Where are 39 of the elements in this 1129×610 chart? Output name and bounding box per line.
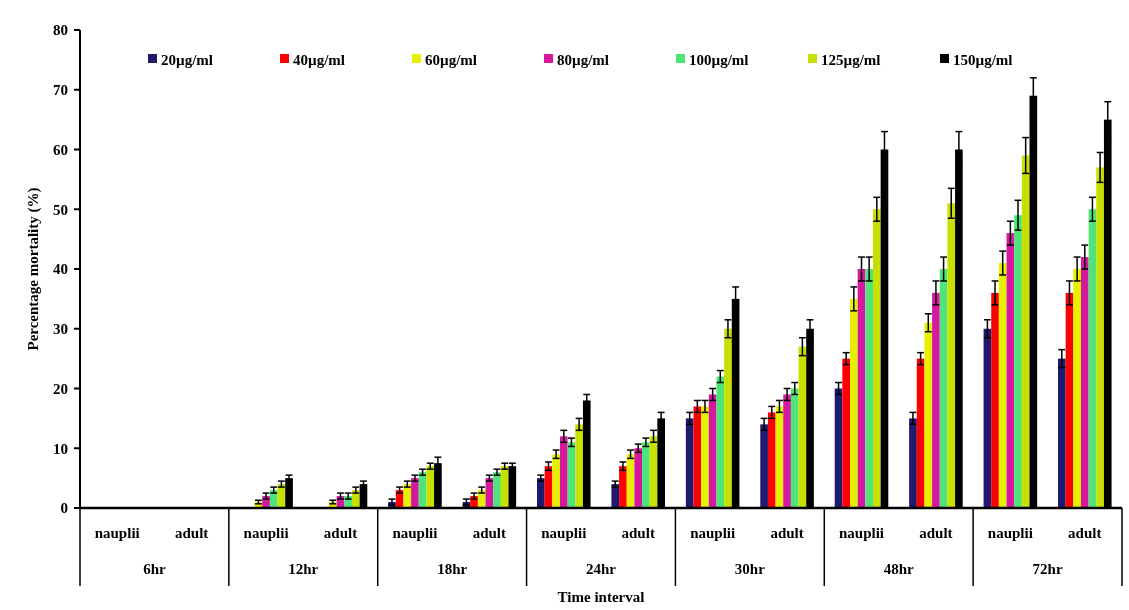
text: 30hr [734, 561, 766, 577]
x-tick-label: adult [174, 525, 209, 541]
text: 72hr [1032, 561, 1063, 577]
x-tick-label: adult [770, 525, 804, 541]
y-axis-title: Percentage mortality (%) [25, 187, 42, 351]
legend-label: 40µg/ml [293, 52, 345, 69]
y-tick-label: 40 [53, 261, 68, 278]
y-tick-label: 50 [53, 201, 68, 218]
x-tick-label: nauplii [838, 525, 885, 541]
y-tick-label: 30 [53, 321, 68, 337]
text: 18hr [437, 561, 468, 577]
legend-label: 20µg/ml [161, 52, 213, 69]
x-tick-label: nauplii [94, 525, 140, 541]
x-tick-label: adult [472, 525, 507, 541]
x-tick-label: nauplii [987, 525, 1033, 541]
text: 48hr [883, 561, 915, 577]
legend-label: 60µg/ml [425, 52, 477, 69]
y-tick-label: 10 [53, 440, 68, 457]
y-tick-label: 60 [53, 141, 68, 158]
y-tick-label: 70 [53, 82, 68, 98]
x-tick-label: nauplii [690, 525, 736, 541]
y-tick-label: 80 [53, 22, 68, 39]
text: 24hr [586, 561, 617, 577]
legend-label: 150µg/ml [953, 52, 1013, 69]
legend-label: 125µg/ml [821, 52, 881, 69]
x-tick-label: nauplii [243, 525, 289, 541]
y-tick-label: 0 [60, 500, 68, 517]
text: 6hr [143, 561, 167, 577]
y-tick-label: 20 [53, 380, 68, 397]
legend-label: 80µg/ml [557, 52, 609, 69]
x-tick-label: adult [621, 525, 655, 541]
x-tick-label: adult [1068, 525, 1102, 541]
x-axis-title: Time interval [557, 589, 645, 605]
x-tick-label: nauplii [541, 525, 587, 541]
x-tick-label: adult [323, 525, 358, 541]
legend-label: 100µg/ml [689, 52, 749, 69]
x-tick-label: nauplii [392, 525, 438, 541]
x-tick-label: adult [919, 525, 953, 541]
text: 12hr [288, 561, 319, 577]
